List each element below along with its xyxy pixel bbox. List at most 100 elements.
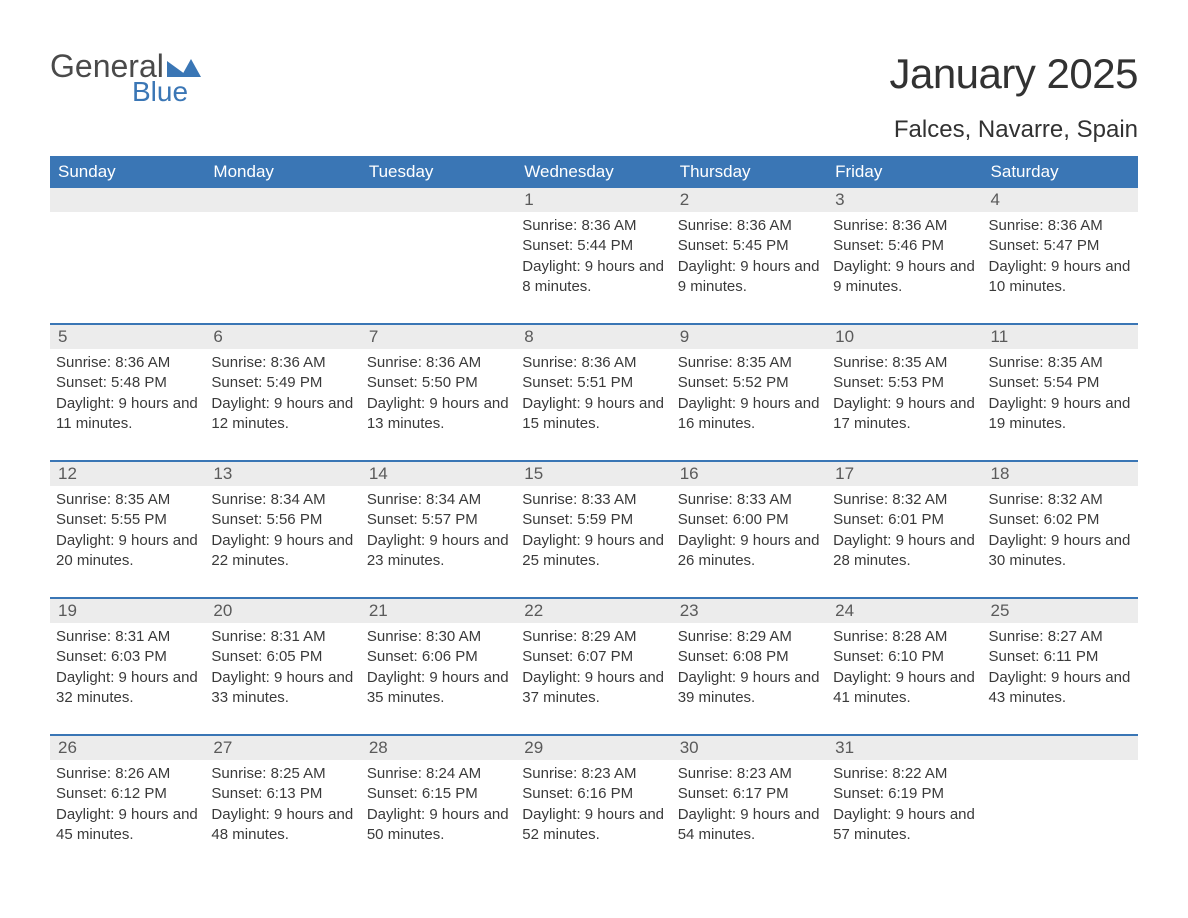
calendar-day: 26Sunrise: 8:26 AMSunset: 6:12 PMDayligh… (50, 735, 205, 871)
calendar-day: 11Sunrise: 8:35 AMSunset: 5:54 PMDayligh… (983, 324, 1138, 461)
calendar-day: 25 Sunrise: 8:27 AMSunset: 6:11 PMDayligh… (983, 598, 1138, 735)
day-number-row (205, 188, 360, 212)
daylight-line: Daylight: 9 hours and 48 minutes. (211, 805, 354, 846)
day-number: 25 (991, 601, 1010, 620)
day-info: Sunrise: 8:33 AMSunset: 6:00 PMDaylight:… (678, 490, 821, 571)
day-number: 11 (991, 327, 1009, 346)
daylight-line: Daylight: 9 hours and 13 minutes. (367, 394, 510, 435)
day-info: Sunrise: 8:25 AMSunset: 6:13 PMDaylight:… (211, 764, 354, 845)
day-info: Sunrise: 8:33 AMSunset: 5:59 PMDaylight:… (522, 490, 665, 571)
day-number: 27 (213, 738, 232, 757)
day-number-row: 18 (983, 462, 1138, 486)
daylight-line: Daylight: 9 hours and 52 minutes. (522, 805, 665, 846)
day-info: Sunrise: 8:23 AMSunset: 6:16 PMDaylight:… (522, 764, 665, 845)
day-number: 9 (680, 327, 689, 346)
day-number-row: 13 (205, 462, 360, 486)
calendar-week: 19Sunrise: 8:31 AMSunset: 6:03 PMDayligh… (50, 598, 1138, 735)
sunset-line: Sunset: 6:02 PM (989, 510, 1132, 530)
daylight-line: Daylight: 9 hours and 20 minutes. (56, 531, 199, 572)
day-info: Sunrise: 8:35 AMSunset: 5:53 PMDaylight:… (833, 353, 976, 434)
sunrise-line: Sunrise: 8:29 AM (678, 627, 821, 647)
day-number: 1 (524, 190, 533, 209)
calendar-day: 13Sunrise: 8:34 AMSunset: 5:56 PMDayligh… (205, 461, 360, 598)
calendar-day: 16 Sunrise: 8:33 AMSunset: 6:00 PMDayligh… (672, 461, 827, 598)
calendar-day: 10 Sunrise: 8:35 AMSunset: 5:53 PMDayligh… (827, 324, 982, 461)
day-header: Friday (827, 156, 982, 188)
daylight-line: Daylight: 9 hours and 26 minutes. (678, 531, 821, 572)
sunset-line: Sunset: 5:55 PM (56, 510, 199, 530)
sunrise-line: Sunrise: 8:25 AM (211, 764, 354, 784)
sunrise-line: Sunrise: 8:34 AM (367, 490, 510, 510)
calendar-day: 24Sunrise: 8:28 AMSunset: 6:10 PMDayligh… (827, 598, 982, 735)
day-info: Sunrise: 8:27 AMSunset: 6:11 PMDaylight:… (989, 627, 1132, 708)
day-number: 13 (213, 464, 232, 483)
sunset-line: Sunset: 5:52 PM (678, 373, 821, 393)
sunrise-line: Sunrise: 8:31 AM (211, 627, 354, 647)
day-number: 16 (680, 464, 699, 483)
sunrise-line: Sunrise: 8:33 AM (522, 490, 665, 510)
day-info: Sunrise: 8:32 AMSunset: 6:02 PMDaylight:… (989, 490, 1132, 571)
sunrise-line: Sunrise: 8:34 AM (211, 490, 354, 510)
calendar-table: SundayMondayTuesdayWednesdayThursdayFrid… (50, 156, 1138, 871)
day-number: 2 (680, 190, 689, 209)
day-info: Sunrise: 8:32 AMSunset: 6:01 PMDaylight:… (833, 490, 976, 571)
sunset-line: Sunset: 5:44 PM (522, 236, 665, 256)
day-header: Tuesday (361, 156, 516, 188)
daylight-line: Daylight: 9 hours and 28 minutes. (833, 531, 976, 572)
calendar-day: 12Sunrise: 8:35 AMSunset: 5:55 PMDayligh… (50, 461, 205, 598)
daylight-line: Daylight: 9 hours and 30 minutes. (989, 531, 1132, 572)
calendar-day: 5Sunrise: 8:36 AMSunset: 5:48 PMDaylight… (50, 324, 205, 461)
day-number-row: 28 (361, 736, 516, 760)
day-number-row: 6 (205, 325, 360, 349)
day-number-row: 11 (983, 325, 1138, 349)
day-info: Sunrise: 8:35 AMSunset: 5:55 PMDaylight:… (56, 490, 199, 571)
daylight-line: Daylight: 9 hours and 9 minutes. (833, 257, 976, 298)
day-number-row: 5 (50, 325, 205, 349)
day-info: Sunrise: 8:36 AMSunset: 5:45 PMDaylight:… (678, 216, 821, 297)
daylight-line: Daylight: 9 hours and 41 minutes. (833, 668, 976, 709)
daylight-line: Daylight: 9 hours and 23 minutes. (367, 531, 510, 572)
daylight-line: Daylight: 9 hours and 33 minutes. (211, 668, 354, 709)
sunset-line: Sunset: 5:49 PM (211, 373, 354, 393)
daylight-line: Daylight: 9 hours and 50 minutes. (367, 805, 510, 846)
day-info: Sunrise: 8:36 AMSunset: 5:44 PMDaylight:… (522, 216, 665, 297)
calendar-day: 19Sunrise: 8:31 AMSunset: 6:03 PMDayligh… (50, 598, 205, 735)
day-number: 21 (369, 601, 388, 620)
day-header: Sunday (50, 156, 205, 188)
day-info: Sunrise: 8:22 AMSunset: 6:19 PMDaylight:… (833, 764, 976, 845)
calendar-day: 29Sunrise: 8:23 AMSunset: 6:16 PMDayligh… (516, 735, 671, 871)
day-info: Sunrise: 8:28 AMSunset: 6:10 PMDaylight:… (833, 627, 976, 708)
calendar-day: 15Sunrise: 8:33 AMSunset: 5:59 PMDayligh… (516, 461, 671, 598)
calendar-day: 2 Sunrise: 8:36 AMSunset: 5:45 PMDaylight… (672, 188, 827, 324)
sunrise-line: Sunrise: 8:35 AM (989, 353, 1132, 373)
day-number-row: 4 (983, 188, 1138, 212)
sunrise-line: Sunrise: 8:22 AM (833, 764, 976, 784)
calendar-day: 22Sunrise: 8:29 AMSunset: 6:07 PMDayligh… (516, 598, 671, 735)
day-number-row: 1 (516, 188, 671, 212)
sunset-line: Sunset: 5:48 PM (56, 373, 199, 393)
sunset-line: Sunset: 5:51 PM (522, 373, 665, 393)
day-number-row: 22 (516, 599, 671, 623)
calendar-day: 20Sunrise: 8:31 AMSunset: 6:05 PMDayligh… (205, 598, 360, 735)
day-number: 6 (213, 327, 222, 346)
daylight-line: Daylight: 9 hours and 15 minutes. (522, 394, 665, 435)
day-number-row: 20 (205, 599, 360, 623)
calendar-day: 27 Sunrise: 8:25 AMSunset: 6:13 PMDayligh… (205, 735, 360, 871)
calendar-day (205, 188, 360, 324)
sunset-line: Sunset: 6:11 PM (989, 647, 1132, 667)
day-number: 10 (835, 327, 854, 346)
calendar-day: 28Sunrise: 8:24 AMSunset: 6:15 PMDayligh… (361, 735, 516, 871)
calendar-day (983, 735, 1138, 871)
calendar-day: 6Sunrise: 8:36 AMSunset: 5:49 PMDaylight… (205, 324, 360, 461)
day-header: Saturday (983, 156, 1138, 188)
daylight-line: Daylight: 9 hours and 45 minutes. (56, 805, 199, 846)
day-header: Monday (205, 156, 360, 188)
sunset-line: Sunset: 6:19 PM (833, 784, 976, 804)
calendar-day: 23Sunrise: 8:29 AMSunset: 6:08 PMDayligh… (672, 598, 827, 735)
sunrise-line: Sunrise: 8:31 AM (56, 627, 199, 647)
sunrise-line: Sunrise: 8:35 AM (56, 490, 199, 510)
sunrise-line: Sunrise: 8:36 AM (678, 216, 821, 236)
sunrise-line: Sunrise: 8:35 AM (833, 353, 976, 373)
day-number-row: 23 (672, 599, 827, 623)
daylight-line: Daylight: 9 hours and 10 minutes. (989, 257, 1132, 298)
